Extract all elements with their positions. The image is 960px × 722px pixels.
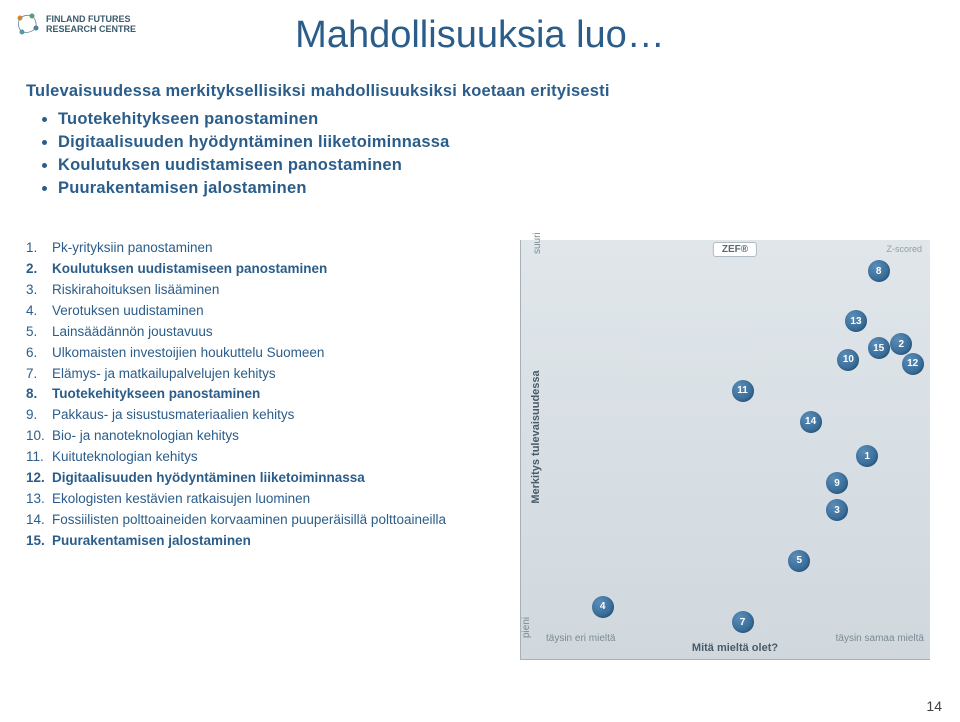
bullet-item: Puurakentamisen jalostaminen bbox=[58, 179, 450, 198]
list-item-text: Kuituteknologian kehitys bbox=[52, 447, 198, 468]
bullet-item: Koulutuksen uudistamiseen panostaminen bbox=[58, 156, 450, 175]
subtitle: Tulevaisuudessa merkityksellisiksi mahdo… bbox=[26, 82, 610, 101]
list-item-number: 13. bbox=[26, 489, 52, 510]
list-item: 3.Riskirahoituksen lisääminen bbox=[26, 280, 486, 301]
chart-point: 4 bbox=[592, 596, 614, 618]
list-item-number: 5. bbox=[26, 322, 52, 343]
list-item-text: Fossiilisten polttoaineiden korvaaminen … bbox=[52, 510, 446, 531]
list-item: 4.Verotuksen uudistaminen bbox=[26, 301, 486, 322]
page-number: 14 bbox=[926, 698, 942, 714]
chart-point: 9 bbox=[826, 472, 848, 494]
list-item-text: Digitaalisuuden hyödyntäminen liiketoimi… bbox=[52, 468, 365, 489]
chart-point: 10 bbox=[837, 349, 859, 371]
chart-point: 7 bbox=[732, 611, 754, 633]
y-axis-bottom: pieni bbox=[521, 617, 532, 638]
page-title: Mahdollisuuksia luo… bbox=[0, 14, 960, 57]
list-item: 1.Pk-yrityksiin panostaminen bbox=[26, 238, 486, 259]
list-item-number: 8. bbox=[26, 384, 52, 405]
chart-plot-area: ZEF® Z-scored Merkitys tulevaisuudessa s… bbox=[546, 244, 924, 630]
y-axis-top: suuri bbox=[532, 232, 543, 254]
x-axis-label: Mitä mieltä olet? bbox=[692, 642, 778, 654]
list-item: 11.Kuituteknologian kehitys bbox=[26, 447, 486, 468]
numbered-list: 1.Pk-yrityksiin panostaminen2.Koulutukse… bbox=[26, 238, 486, 552]
x-axis-right: täysin samaa mieltä bbox=[836, 633, 924, 644]
list-item: 6.Ulkomaisten investoijien houkuttelu Su… bbox=[26, 343, 486, 364]
list-item-number: 3. bbox=[26, 280, 52, 301]
list-item-text: Riskirahoituksen lisääminen bbox=[52, 280, 219, 301]
list-item: 13.Ekologisten kestävien ratkaisujen luo… bbox=[26, 489, 486, 510]
list-item-number: 11. bbox=[26, 447, 52, 468]
bullet-item: Digitaalisuuden hyödyntäminen liiketoimi… bbox=[58, 133, 450, 152]
scatter-chart: ZEF® Z-scored Merkitys tulevaisuudessa s… bbox=[520, 240, 930, 660]
list-item: 12.Digitaalisuuden hyödyntäminen liiketo… bbox=[26, 468, 486, 489]
list-item-text: Pk-yrityksiin panostaminen bbox=[52, 238, 213, 259]
y-axis-label: Merkitys tulevaisuudessa bbox=[530, 370, 542, 503]
zef-badge: ZEF® bbox=[713, 242, 757, 257]
list-item-number: 7. bbox=[26, 364, 52, 385]
list-item: 14.Fossiilisten polttoaineiden korvaamin… bbox=[26, 510, 486, 531]
chart-point: 5 bbox=[788, 550, 810, 572]
list-item-text: Pakkaus- ja sisustusmateriaalien kehitys bbox=[52, 405, 294, 426]
list-item-number: 14. bbox=[26, 510, 52, 531]
zscored-label: Z-scored bbox=[886, 244, 922, 254]
list-item-number: 6. bbox=[26, 343, 52, 364]
list-item-text: Puurakentamisen jalostaminen bbox=[52, 531, 251, 552]
bullet-list: Tuotekehitykseen panostaminen Digitaalisu… bbox=[40, 110, 450, 202]
list-item: 10.Bio- ja nanoteknologian kehitys bbox=[26, 426, 486, 447]
list-item-text: Elämys- ja matkailupalvelujen kehitys bbox=[52, 364, 276, 385]
list-item-text: Koulutuksen uudistamiseen panostaminen bbox=[52, 259, 327, 280]
list-item-number: 9. bbox=[26, 405, 52, 426]
list-item-text: Tuotekehitykseen panostaminen bbox=[52, 384, 260, 405]
list-item-number: 15. bbox=[26, 531, 52, 552]
list-item-text: Ekologisten kestävien ratkaisujen luomin… bbox=[52, 489, 310, 510]
list-item-number: 2. bbox=[26, 259, 52, 280]
list-item: 7.Elämys- ja matkailupalvelujen kehitys bbox=[26, 364, 486, 385]
bullet-item: Tuotekehitykseen panostaminen bbox=[58, 110, 450, 129]
list-item: 5.Lainsäädännön joustavuus bbox=[26, 322, 486, 343]
chart-point: 3 bbox=[826, 499, 848, 521]
chart-point: 15 bbox=[868, 337, 890, 359]
list-item-text: Ulkomaisten investoijien houkuttelu Suom… bbox=[52, 343, 324, 364]
list-item-number: 4. bbox=[26, 301, 52, 322]
chart-point: 13 bbox=[845, 310, 867, 332]
chart-point: 8 bbox=[868, 260, 890, 282]
list-item: 9.Pakkaus- ja sisustusmateriaalien kehit… bbox=[26, 405, 486, 426]
x-axis-left: täysin eri mieltä bbox=[546, 633, 615, 644]
list-item: 15.Puurakentamisen jalostaminen bbox=[26, 531, 486, 552]
list-item-number: 10. bbox=[26, 426, 52, 447]
list-item: 8.Tuotekehitykseen panostaminen bbox=[26, 384, 486, 405]
chart-point: 14 bbox=[800, 411, 822, 433]
list-item-number: 12. bbox=[26, 468, 52, 489]
chart-point: 11 bbox=[732, 380, 754, 402]
chart-point: 12 bbox=[902, 353, 924, 375]
list-item: 2.Koulutuksen uudistamiseen panostaminen bbox=[26, 259, 486, 280]
list-item-number: 1. bbox=[26, 238, 52, 259]
list-item-text: Verotuksen uudistaminen bbox=[52, 301, 204, 322]
chart-point: 1 bbox=[856, 445, 878, 467]
list-item-text: Bio- ja nanoteknologian kehitys bbox=[52, 426, 239, 447]
list-item-text: Lainsäädännön joustavuus bbox=[52, 322, 213, 343]
